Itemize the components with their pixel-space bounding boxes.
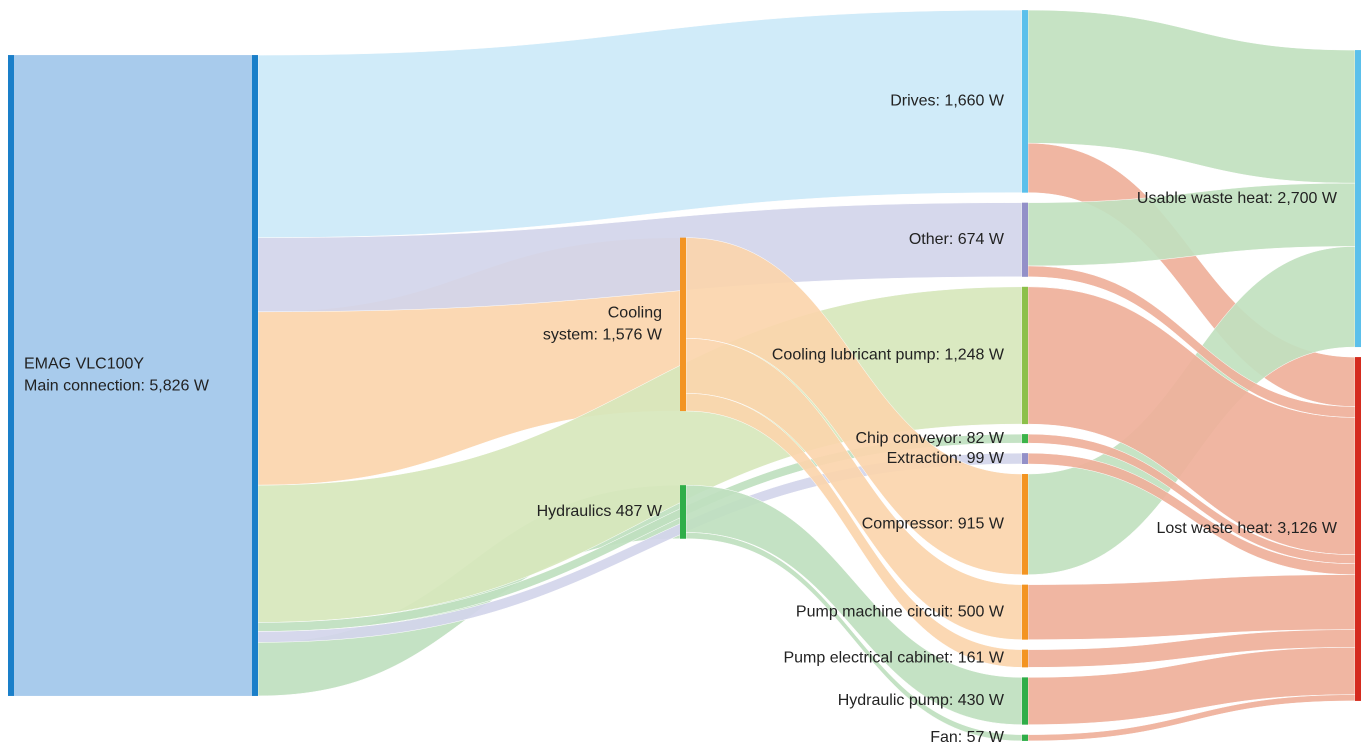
node-bar <box>1022 10 1028 193</box>
node-label: Cooling <box>608 305 662 322</box>
flow <box>257 9 1023 238</box>
node-label: Drives: 1,660 W <box>890 93 1005 110</box>
node-bar <box>1022 474 1028 575</box>
node-bar <box>1355 50 1361 348</box>
node-bar <box>1022 649 1028 668</box>
node-bar <box>680 485 686 539</box>
node-label: Other: 674 W <box>909 231 1005 248</box>
node-bar <box>8 55 14 696</box>
node-bar <box>1022 584 1028 640</box>
node-label: Main connection: 5,826 W <box>24 378 210 395</box>
node-label: system: 1,576 W <box>543 327 663 344</box>
node-label: Chip conveyor: 82 W <box>855 430 1004 447</box>
node-bar <box>1022 286 1028 425</box>
node-bar <box>1022 434 1028 444</box>
node-bar <box>680 237 686 412</box>
node-label: Pump machine circuit: 500 W <box>796 603 1005 620</box>
flow <box>1027 574 1356 640</box>
node-bar <box>1022 202 1028 277</box>
node-label: Hydraulic pump: 430 W <box>838 692 1005 709</box>
node-label: Fan: 57 W <box>930 729 1005 746</box>
node-label: Cooling lubricant pump: 1,248 W <box>772 347 1005 364</box>
node-bar <box>1022 677 1028 725</box>
node-bar <box>1022 453 1028 464</box>
node-label: Compressor: 915 W <box>862 516 1005 533</box>
node-bar <box>1355 357 1361 701</box>
node-label: Extraction: 99 W <box>887 450 1005 467</box>
node-label: EMAG VLC100Y <box>24 356 144 373</box>
node-label: Usable waste heat: 2,700 W <box>1137 190 1338 207</box>
node-bar <box>1022 734 1028 741</box>
node-body <box>8 55 258 696</box>
node-label: Lost waste heat: 3,126 W <box>1156 520 1337 537</box>
node-label: Pump electrical cabinet: 161 W <box>783 650 1004 667</box>
node-label: Hydraulics 487 W <box>537 503 663 520</box>
node-bar <box>252 55 258 696</box>
